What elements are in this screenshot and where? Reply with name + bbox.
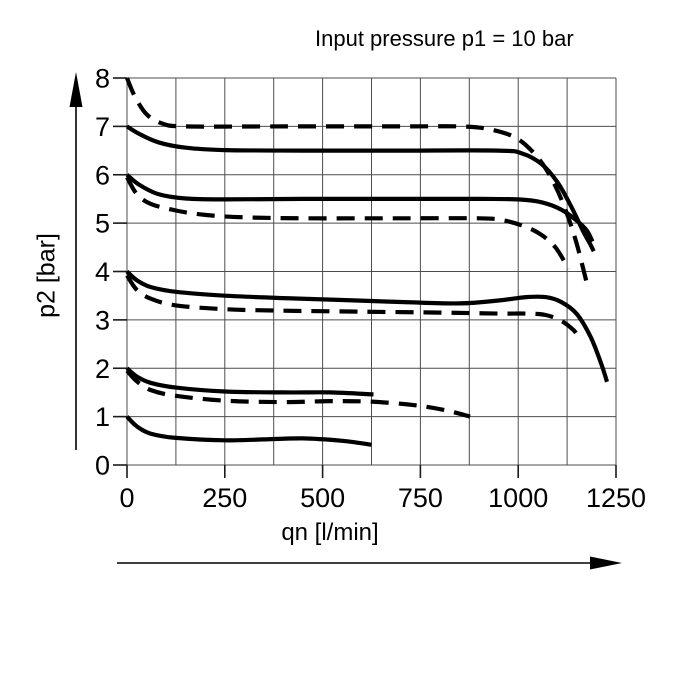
y-axis-arrow-head-icon — [69, 72, 83, 107]
x-tick-label: 0 — [119, 483, 134, 513]
y-tick-label: 0 — [95, 451, 110, 481]
y-tick-label: 1 — [95, 402, 110, 432]
curve-d6-set-5.5-bar — [125, 173, 595, 243]
y-tick-label: 4 — [95, 257, 110, 287]
chart-title: Input pressure p1 = 10 bar — [315, 26, 574, 51]
x-tick-label: 750 — [398, 483, 443, 513]
curve-d7-set-3.2-bar — [125, 274, 581, 339]
curve-d7-set-5.1-bar — [125, 176, 571, 271]
x-axis-title: qn [l/min] — [281, 519, 379, 546]
y-tick-label: 7 — [95, 112, 110, 142]
curve-d6-set-0.5-bar — [125, 415, 372, 447]
x-tick-label: 1000 — [488, 483, 548, 513]
x-tick-label: 250 — [202, 483, 247, 513]
curve-d7-set-7-bar — [125, 77, 590, 289]
curve-d6-set-1.5-bar — [125, 366, 374, 397]
plot-area: 0 1 2 3 4 5 6 7 8 0 250 500 750 1000 1250 — [69, 64, 646, 570]
y-tick-label: 6 — [95, 160, 110, 190]
curve-d6-set-3.4-bar — [125, 269, 610, 383]
x-axis-arrow-head-icon — [590, 556, 622, 570]
x-tick-label: 1250 — [586, 483, 646, 513]
y-tick-label: 2 — [95, 354, 110, 384]
y-tick-label: 8 — [95, 64, 110, 94]
x-tick-label: 500 — [300, 483, 345, 513]
y-tick-label: 3 — [95, 305, 110, 335]
y-tick-label: 5 — [95, 209, 110, 239]
